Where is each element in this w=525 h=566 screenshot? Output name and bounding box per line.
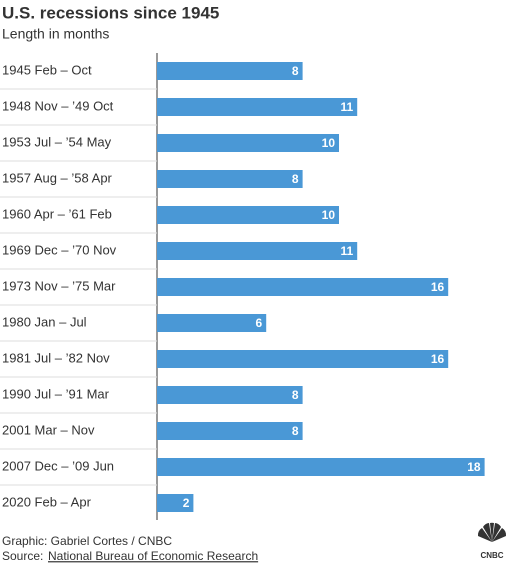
bar [157,242,358,260]
value-label: 8 [292,424,299,438]
source-link[interactable]: National Bureau of Economic Research [48,549,258,563]
bar [157,494,194,512]
category-label: 2007 Dec – ’09 Jun [2,458,114,473]
category-label: 1953 Jul – ’54 May [2,134,112,149]
bar [157,134,339,152]
value-label: 18 [467,460,481,474]
category-label: 1973 Nov – ’75 Mar [2,278,116,293]
category-label: 1990 Jul – ’91 Mar [2,386,110,401]
category-label: 1980 Jan – Jul [2,314,87,329]
bar [157,62,303,80]
value-label: 10 [322,136,336,150]
bar [157,314,267,332]
category-label: 2020 Feb – Apr [2,494,92,509]
category-label: 2001 Mar – Nov [2,422,95,437]
category-label: 1960 Apr – ’61 Feb [2,206,112,221]
bar [157,278,449,296]
logo: CNBC [480,551,503,560]
category-label: 1948 Nov – ’49 Oct [2,98,114,113]
value-label: 11 [341,244,354,258]
category-label: 1945 Feb – Oct [2,62,92,77]
category-label: 1981 Jul – ’82 Nov [2,350,110,365]
chart-subtitle: Length in months [2,26,109,42]
logo-icon [477,522,507,542]
value-label: 2 [183,496,190,510]
value-label: 8 [292,64,299,78]
category-label: 1957 Aug – ’58 Apr [2,170,113,185]
bar [157,422,303,440]
value-label: 16 [431,352,445,366]
bar [157,386,303,404]
bar [157,170,303,188]
value-label: 8 [292,388,299,402]
credit: Graphic: Gabriel Cortes / CNBC [2,534,172,548]
bar [157,458,485,476]
value-label: 11 [341,100,354,114]
value-label: 16 [431,280,445,294]
value-label: 6 [256,316,263,330]
bar [157,350,449,368]
bar [157,206,339,224]
value-label: 10 [322,208,336,222]
category-label: 1969 Dec – ’70 Nov [2,242,117,257]
value-label: 8 [292,172,299,186]
source-label: Source: [2,549,43,563]
chart-title: U.S. recessions since 1945 [2,3,219,22]
bar [157,98,358,116]
